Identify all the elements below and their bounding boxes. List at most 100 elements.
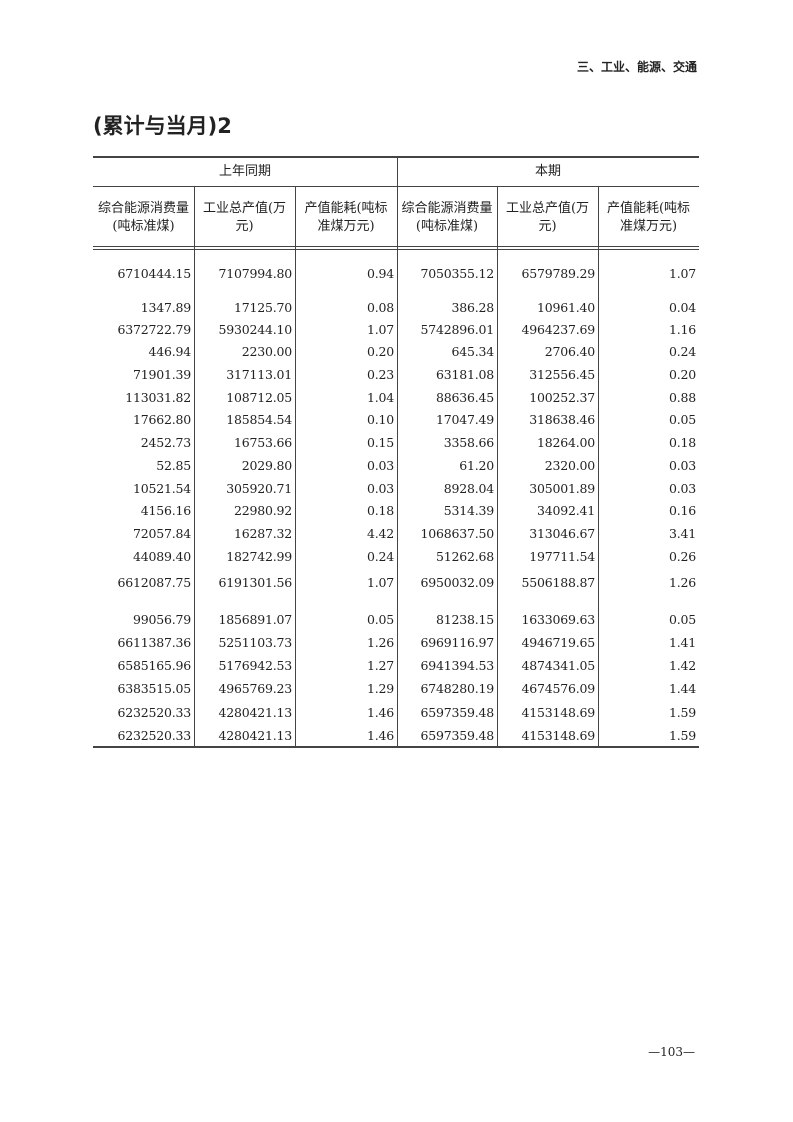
table-cell: 312556.45 [529,367,595,382]
column-divider [598,186,599,747]
table-cell: 5314.39 [443,503,494,518]
table-cell: 3.41 [668,526,696,541]
column-header: 工业总产值(万 元) [194,200,295,236]
table-cell: 71901.39 [132,367,191,382]
table-cell: 17662.80 [132,412,191,427]
column-header: 产值能耗(吨标 准煤万元) [598,200,699,236]
table-cell: 1.44 [668,681,696,696]
table-cell: 100252.37 [529,390,595,405]
table-cell: 4965769.23 [218,681,292,696]
table-cell: 185854.54 [226,412,292,427]
column-divider [295,186,296,747]
table-cell: 0.05 [668,612,696,627]
table-cell: 7107994.80 [218,266,292,281]
table-cell: 5251103.73 [218,635,292,650]
table-cell: 1.46 [366,705,394,720]
table-cell: 0.15 [366,435,394,450]
table-cell: 6372722.79 [117,322,191,337]
table-cell: 1.26 [366,635,394,650]
table-cell: 52.85 [156,458,191,473]
table-cell: 0.24 [366,549,394,564]
column-header-line: 工业总产值(万 [202,201,287,216]
table-cell: 386.28 [451,300,494,315]
table-cell: 0.23 [366,367,394,382]
table-cell: 6232520.33 [117,705,191,720]
table-cell: 6597359.48 [420,705,494,720]
table-cell: 0.05 [668,412,696,427]
table-cell: 182742.99 [226,549,292,564]
table-cell: 10961.40 [536,300,595,315]
table-cell: 0.16 [668,503,696,518]
table-cell: 4156.16 [140,503,191,518]
table-cell: 44089.40 [132,549,191,564]
table-rule [93,746,699,748]
table-cell: 0.04 [668,300,696,315]
table-cell: 88636.45 [435,390,494,405]
table-cell: 1347.89 [140,300,191,315]
table-cell: 51262.68 [435,549,494,564]
column-header: 综合能源消费量 (吨标准煤) [93,200,194,236]
table-cell: 6611387.36 [117,635,191,650]
table-cell: 197711.54 [529,549,595,564]
table-cell: 16753.66 [233,435,292,450]
table-cell: 1856891.07 [218,612,292,627]
table-cell: 6232520.33 [117,728,191,743]
group-header: 本期 [534,164,561,179]
table-cell: 18264.00 [536,435,595,450]
table-cell: 318638.46 [529,412,595,427]
table-cell: 16287.32 [233,526,292,541]
group-header: 上年同期 [218,164,271,179]
table-cell: 0.03 [668,458,696,473]
table-rule [93,246,699,247]
table-cell: 6597359.48 [420,728,494,743]
table-cell: 81238.15 [435,612,494,627]
column-header-line: 综合能源消费量 [97,201,189,216]
table-cell: 8928.04 [443,481,494,496]
table-rule [93,186,699,187]
table-cell: 7050355.12 [420,266,494,281]
table-cell: 0.18 [668,435,696,450]
column-divider [497,186,498,747]
table-cell: 4280421.13 [218,705,292,720]
table-cell: 305001.89 [529,481,595,496]
table-cell: 1.07 [668,266,696,281]
table-cell: 1.59 [668,705,696,720]
column-header-line: (吨标准煤) [415,219,479,234]
table-rule [93,249,699,250]
table-cell: 5742896.01 [420,322,494,337]
table-cell: 0.10 [366,412,394,427]
table-cell: 0.94 [366,266,394,281]
table-cell: 1.07 [366,322,394,337]
table-cell: 1.04 [366,390,394,405]
column-header-line: 产值能耗(吨标 [304,201,388,216]
table-cell: 34092.41 [536,503,595,518]
table-cell: 0.20 [366,344,394,359]
table-cell: 10521.54 [132,481,191,496]
table-cell: 6950032.09 [420,575,494,590]
column-header-line: 元) [538,219,557,234]
table-cell: 4.42 [366,526,394,541]
table-cell: 6710444.15 [117,266,191,281]
table-cell: 1.59 [668,728,696,743]
table-cell: 6191301.56 [218,575,292,590]
table-cell: 0.05 [366,612,394,627]
table-cell: 4280421.13 [218,728,292,743]
table-cell: 2230.00 [241,344,292,359]
table-cell: 4153148.69 [521,705,595,720]
table-cell: 3358.66 [443,435,494,450]
table-cell: 22980.92 [233,503,292,518]
column-header-line: 工业总产值(万 [505,201,590,216]
table-cell: 1.42 [668,658,696,673]
table-cell: 6579789.29 [521,266,595,281]
table-cell: 645.34 [451,344,494,359]
column-header: 工业总产值(万 元) [497,200,598,236]
table-cell: 6612087.75 [117,575,191,590]
table-cell: 6585165.96 [117,658,191,673]
column-divider [397,157,398,747]
table-cell: 1.16 [668,322,696,337]
table-cell: 72057.84 [132,526,191,541]
table-cell: 2029.80 [241,458,292,473]
column-header: 产值能耗(吨标 准煤万元) [295,200,397,236]
column-header: 综合能源消费量 (吨标准煤) [397,200,497,236]
table-cell: 0.03 [366,481,394,496]
